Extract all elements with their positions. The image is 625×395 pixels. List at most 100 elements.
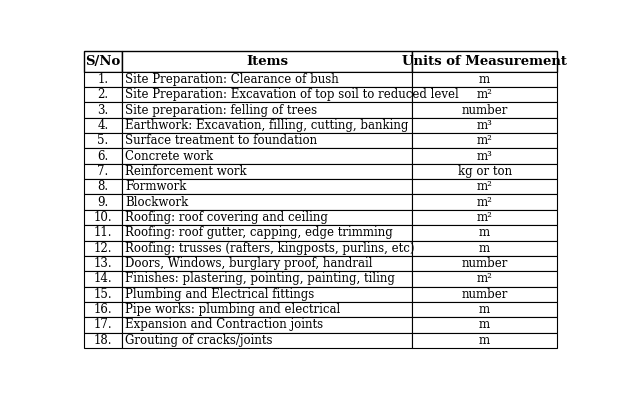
Bar [84, 164, 122, 179]
Bar [122, 133, 412, 149]
Text: Concrete work: Concrete work [125, 150, 213, 163]
Text: m²: m² [477, 88, 492, 101]
Bar [84, 102, 122, 118]
Bar [412, 102, 557, 118]
Bar [84, 256, 122, 271]
Text: m³: m³ [477, 150, 492, 163]
Text: m²: m² [477, 211, 492, 224]
Text: 1.: 1. [98, 73, 108, 86]
Bar [412, 317, 557, 333]
Text: 17.: 17. [94, 318, 112, 331]
Text: m²: m² [477, 134, 492, 147]
Text: 9.: 9. [98, 196, 109, 209]
Text: Site Preparation: Excavation of top soil to reduced level: Site Preparation: Excavation of top soil… [125, 88, 459, 101]
Text: 5.: 5. [98, 134, 109, 147]
Text: 6.: 6. [98, 150, 109, 163]
Bar [412, 118, 557, 133]
Bar [412, 72, 557, 87]
Text: kg or ton: kg or ton [458, 165, 512, 178]
Bar [122, 210, 412, 225]
Bar [412, 256, 557, 271]
Bar [84, 286, 122, 302]
Bar [412, 225, 557, 241]
Bar [122, 241, 412, 256]
Text: Roofing: roof covering and ceiling: Roofing: roof covering and ceiling [125, 211, 328, 224]
Bar [412, 302, 557, 317]
Bar [412, 179, 557, 194]
Bar [122, 194, 412, 210]
Text: 16.: 16. [94, 303, 112, 316]
Bar [84, 72, 122, 87]
Bar [122, 302, 412, 317]
Bar [122, 225, 412, 241]
Text: number: number [461, 103, 508, 117]
Bar [412, 210, 557, 225]
Text: 18.: 18. [94, 334, 112, 347]
Text: 4.: 4. [98, 119, 109, 132]
Text: m: m [479, 242, 490, 255]
Bar [412, 149, 557, 164]
Bar [84, 317, 122, 333]
Text: Doors, Windows, burglary proof, handrail: Doors, Windows, burglary proof, handrail [125, 257, 372, 270]
Text: Units of Measurement: Units of Measurement [402, 55, 567, 68]
Bar [412, 87, 557, 102]
Bar [84, 118, 122, 133]
Bar [122, 87, 412, 102]
Bar [412, 271, 557, 286]
Text: Reinforcement work: Reinforcement work [125, 165, 247, 178]
Text: m: m [479, 318, 490, 331]
Text: Earthwork: Excavation, filling, cutting, banking: Earthwork: Excavation, filling, cutting,… [125, 119, 409, 132]
Text: 8.: 8. [98, 180, 108, 193]
Text: 13.: 13. [94, 257, 112, 270]
Text: Blockwork: Blockwork [125, 196, 188, 209]
Bar [412, 241, 557, 256]
Text: m: m [479, 226, 490, 239]
Bar [412, 333, 557, 348]
Text: m: m [479, 303, 490, 316]
Bar [122, 286, 412, 302]
Text: Items: Items [246, 55, 288, 68]
Text: m: m [479, 73, 490, 86]
Bar [84, 51, 122, 72]
Bar [84, 271, 122, 286]
Bar [84, 333, 122, 348]
Text: Expansion and Contraction joints: Expansion and Contraction joints [125, 318, 323, 331]
Text: Pipe works: plumbing and electrical: Pipe works: plumbing and electrical [125, 303, 341, 316]
Bar [84, 210, 122, 225]
Bar [84, 241, 122, 256]
Text: m²: m² [477, 180, 492, 193]
Bar [122, 333, 412, 348]
Bar [84, 302, 122, 317]
Bar [84, 133, 122, 149]
Bar [122, 72, 412, 87]
Text: m²: m² [477, 273, 492, 285]
Text: 11.: 11. [94, 226, 112, 239]
Text: m²: m² [477, 196, 492, 209]
Bar [122, 317, 412, 333]
Bar [84, 179, 122, 194]
Bar [84, 194, 122, 210]
Bar [412, 133, 557, 149]
Text: Roofing: trusses (rafters, kingposts, purlins, etc): Roofing: trusses (rafters, kingposts, pu… [125, 242, 414, 255]
Bar [412, 286, 557, 302]
Text: 12.: 12. [94, 242, 112, 255]
Text: Surface treatment to foundation: Surface treatment to foundation [125, 134, 318, 147]
Text: Grouting of cracks/joints: Grouting of cracks/joints [125, 334, 272, 347]
Text: Plumbing and Electrical fittings: Plumbing and Electrical fittings [125, 288, 314, 301]
Text: S/No: S/No [85, 55, 121, 68]
Text: Roofing: roof gutter, capping, edge trimming: Roofing: roof gutter, capping, edge trim… [125, 226, 393, 239]
Text: m³: m³ [477, 119, 492, 132]
Bar [122, 179, 412, 194]
Bar [412, 194, 557, 210]
Bar [122, 51, 412, 72]
Text: 10.: 10. [94, 211, 112, 224]
Text: 15.: 15. [94, 288, 112, 301]
Bar [412, 164, 557, 179]
Bar [122, 118, 412, 133]
Text: 2.: 2. [98, 88, 108, 101]
Bar [84, 149, 122, 164]
Text: number: number [461, 257, 508, 270]
Bar [84, 87, 122, 102]
Text: number: number [461, 288, 508, 301]
Text: Formwork: Formwork [125, 180, 186, 193]
